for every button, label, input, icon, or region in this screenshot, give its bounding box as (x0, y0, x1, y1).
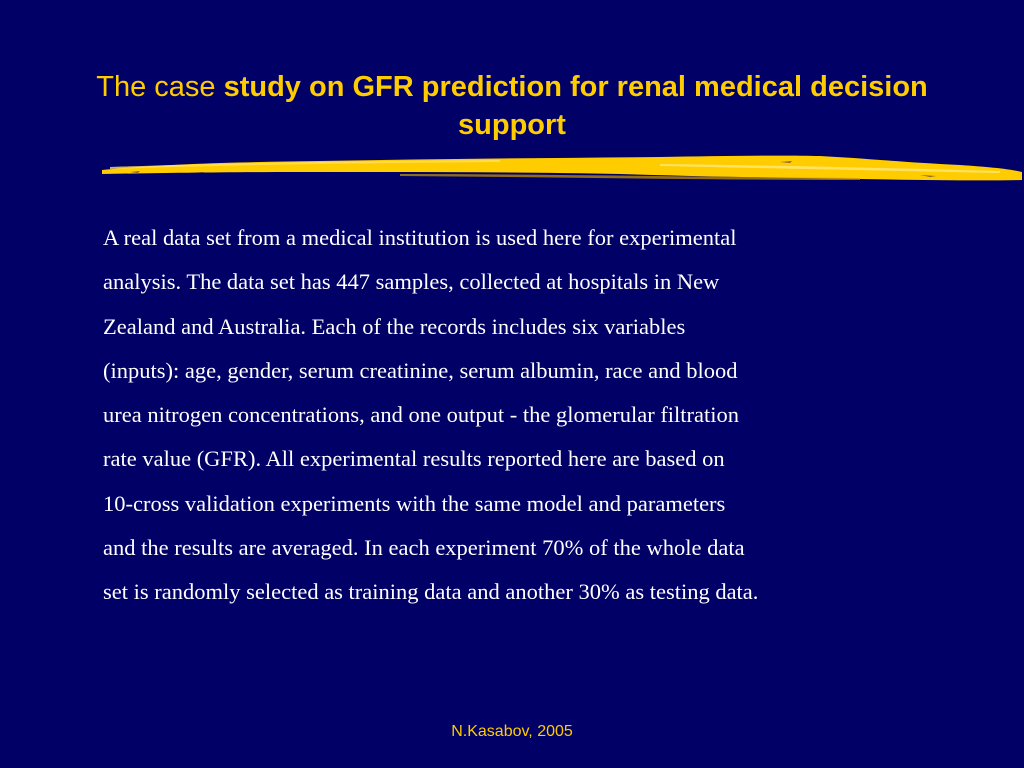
title-underline-brush-stroke (102, 155, 1022, 181)
body-line: rate value (GFR). All experimental resul… (103, 446, 725, 472)
body-line: set is randomly selected as training dat… (103, 579, 759, 605)
body-line: 10-cross validation experiments with the… (103, 490, 726, 516)
slide-title-bold: study on GFR prediction for renal medica… (223, 71, 928, 141)
slide-title: The case study on GFR prediction for ren… (80, 68, 944, 144)
body-line: (inputs): age, gender, serum creatinine,… (103, 357, 738, 383)
body-line: analysis. The data set has 447 samples, … (103, 269, 720, 295)
body-line: urea nitrogen concentrations, and one ou… (103, 402, 740, 428)
body-line: and the results are averaged. In each ex… (103, 535, 745, 561)
body-line: A real data set from a medical instituti… (103, 225, 737, 250)
slide-title-plain: The case (96, 71, 224, 103)
body-line: Zealand and Australia. Each of the recor… (103, 313, 686, 339)
slide-footer: N.Kasabov, 2005 (451, 723, 573, 740)
body-paragraph: A real data set from a medical instituti… (103, 216, 933, 615)
